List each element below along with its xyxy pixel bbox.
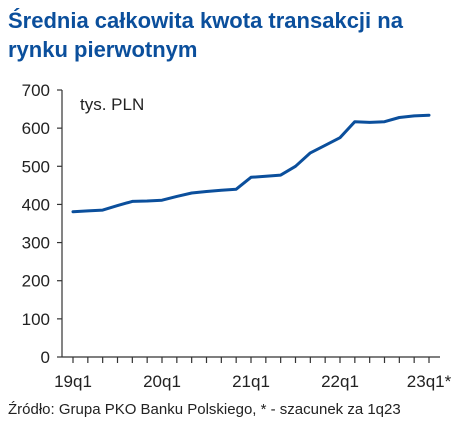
data-point <box>323 144 327 147</box>
data-point <box>145 199 149 203</box>
chart-title: Średnia całkowita kwota transakcji na ry… <box>8 6 468 64</box>
data-point <box>249 176 253 179</box>
data-point <box>131 200 134 203</box>
series-line <box>71 113 431 214</box>
data-point <box>116 204 119 207</box>
y-tick-label: 500 <box>22 157 50 176</box>
y-axis: 0 100 200 300 400 500 600 700 <box>22 81 63 367</box>
data-point <box>294 165 297 168</box>
data-point <box>279 173 282 177</box>
data-point <box>160 199 164 202</box>
data-point <box>383 120 386 123</box>
y-tick-label: 400 <box>22 195 50 214</box>
x-axis: 19q1 20q1 21q1 22q1 23q1* <box>54 356 452 391</box>
data-point <box>71 210 75 213</box>
data-point <box>234 187 238 191</box>
chart-title-line-2: rynku pierwotnym <box>8 37 198 62</box>
x-tick-label: 23q1* <box>407 372 452 391</box>
data-point <box>264 175 268 178</box>
y-tick-label: 600 <box>22 119 50 138</box>
y-tick-label: 100 <box>22 310 50 329</box>
y-tick-label: 0 <box>41 348 50 367</box>
data-point <box>309 151 312 155</box>
unit-label: tys. PLN <box>80 95 144 114</box>
x-tick-label: 19q1 <box>54 372 92 391</box>
data-point <box>427 113 431 117</box>
data-point <box>220 189 223 192</box>
source-note: Źródło: Grupa PKO Banku Polskiego, * - s… <box>8 401 401 418</box>
data-point <box>175 195 179 198</box>
x-tick-label: 21q1 <box>232 372 270 391</box>
y-tick-label: 300 <box>22 234 50 253</box>
data-point <box>398 116 401 119</box>
y-tick-label: 200 <box>22 272 50 291</box>
data-point <box>101 208 104 212</box>
y-tick-label: 700 <box>22 81 50 100</box>
data-point <box>205 190 208 193</box>
chart-title-line-1: Średnia całkowita kwota transakcji na <box>8 8 403 33</box>
x-tick-label: 20q1 <box>143 372 181 391</box>
data-point <box>190 191 193 195</box>
data-point <box>86 209 90 213</box>
data-point <box>412 114 416 118</box>
series-group <box>71 113 431 214</box>
data-point <box>368 121 371 124</box>
data-point <box>353 120 357 123</box>
data-point <box>338 136 342 139</box>
x-tick-label: 22q1 <box>321 372 359 391</box>
